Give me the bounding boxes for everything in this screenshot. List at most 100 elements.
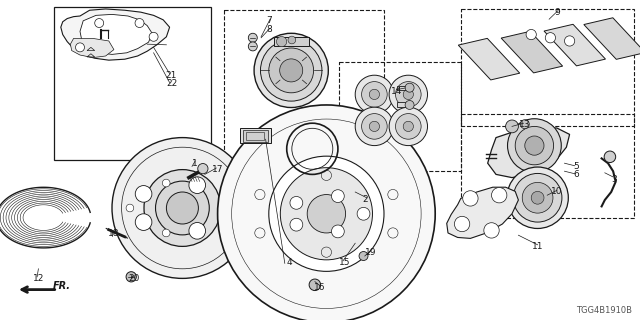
Circle shape xyxy=(522,182,553,213)
Circle shape xyxy=(135,19,144,28)
Text: FR.: FR. xyxy=(52,281,70,291)
Polygon shape xyxy=(488,128,570,178)
Circle shape xyxy=(463,191,478,206)
Circle shape xyxy=(508,119,561,172)
Circle shape xyxy=(454,216,470,232)
Circle shape xyxy=(288,36,296,44)
Polygon shape xyxy=(397,86,410,90)
Circle shape xyxy=(248,42,257,51)
Text: 1: 1 xyxy=(193,159,198,168)
Text: 2: 2 xyxy=(362,196,367,204)
Bar xyxy=(339,62,461,171)
Polygon shape xyxy=(501,31,563,73)
Polygon shape xyxy=(61,9,170,60)
Circle shape xyxy=(520,120,529,129)
Circle shape xyxy=(507,167,568,228)
Polygon shape xyxy=(80,14,152,54)
Circle shape xyxy=(221,220,228,227)
Circle shape xyxy=(254,33,328,108)
Circle shape xyxy=(405,100,414,109)
Circle shape xyxy=(492,188,507,203)
Text: 16: 16 xyxy=(314,284,326,292)
Circle shape xyxy=(396,82,421,107)
Circle shape xyxy=(149,32,158,41)
Circle shape xyxy=(403,121,413,132)
Bar xyxy=(274,37,309,46)
Circle shape xyxy=(135,186,152,202)
Circle shape xyxy=(126,204,134,212)
Polygon shape xyxy=(397,102,410,107)
Text: 13: 13 xyxy=(519,120,531,129)
Circle shape xyxy=(332,225,344,238)
Circle shape xyxy=(604,151,616,163)
Circle shape xyxy=(396,114,421,139)
Circle shape xyxy=(506,120,518,133)
Circle shape xyxy=(290,196,303,209)
Text: 19: 19 xyxy=(365,248,377,257)
Circle shape xyxy=(531,191,544,204)
Circle shape xyxy=(112,138,253,278)
Circle shape xyxy=(163,229,170,237)
Circle shape xyxy=(276,36,287,47)
Circle shape xyxy=(76,43,84,52)
Circle shape xyxy=(355,75,394,114)
Text: 15: 15 xyxy=(339,258,350,267)
Circle shape xyxy=(309,279,321,291)
Circle shape xyxy=(189,177,205,194)
Text: 7: 7 xyxy=(266,16,271,25)
Circle shape xyxy=(280,59,303,82)
Circle shape xyxy=(369,121,380,132)
Bar xyxy=(461,9,634,126)
Text: 8: 8 xyxy=(266,25,271,34)
Circle shape xyxy=(218,105,435,320)
Circle shape xyxy=(126,272,136,282)
Text: 21: 21 xyxy=(166,71,177,80)
Circle shape xyxy=(484,223,499,238)
Circle shape xyxy=(362,114,387,139)
Circle shape xyxy=(198,164,208,174)
Circle shape xyxy=(222,200,239,216)
Bar xyxy=(243,130,268,142)
Circle shape xyxy=(144,170,221,246)
Bar xyxy=(461,114,634,218)
Text: 20: 20 xyxy=(129,274,140,283)
Circle shape xyxy=(260,40,322,101)
Circle shape xyxy=(307,195,346,233)
Circle shape xyxy=(290,218,303,231)
Circle shape xyxy=(405,83,414,92)
Circle shape xyxy=(359,252,368,260)
Text: 11: 11 xyxy=(532,242,543,251)
Circle shape xyxy=(166,192,198,224)
Polygon shape xyxy=(70,38,114,58)
Text: 22: 22 xyxy=(166,79,177,88)
Circle shape xyxy=(357,207,370,220)
Bar xyxy=(246,132,264,140)
Circle shape xyxy=(564,36,575,46)
Polygon shape xyxy=(544,24,605,66)
Circle shape xyxy=(221,189,228,196)
Text: TGG4B1910B: TGG4B1910B xyxy=(576,306,632,315)
Circle shape xyxy=(280,168,372,260)
Circle shape xyxy=(95,19,104,28)
Text: 9: 9 xyxy=(554,8,559,17)
Polygon shape xyxy=(584,18,640,59)
Circle shape xyxy=(545,33,556,43)
Circle shape xyxy=(526,29,536,40)
Circle shape xyxy=(189,222,205,239)
Bar xyxy=(54,7,211,160)
Circle shape xyxy=(163,179,170,187)
Circle shape xyxy=(389,75,428,114)
Circle shape xyxy=(135,214,152,230)
Polygon shape xyxy=(447,187,518,238)
Text: 14: 14 xyxy=(391,87,403,96)
Circle shape xyxy=(513,173,562,222)
Circle shape xyxy=(403,89,413,100)
Text: 12: 12 xyxy=(33,274,44,283)
Bar xyxy=(240,128,271,143)
Text: 4: 4 xyxy=(287,258,292,267)
Text: 10: 10 xyxy=(551,188,563,196)
Circle shape xyxy=(269,48,314,93)
Text: 17: 17 xyxy=(212,165,223,174)
Circle shape xyxy=(156,181,209,235)
Text: 18: 18 xyxy=(108,229,120,238)
